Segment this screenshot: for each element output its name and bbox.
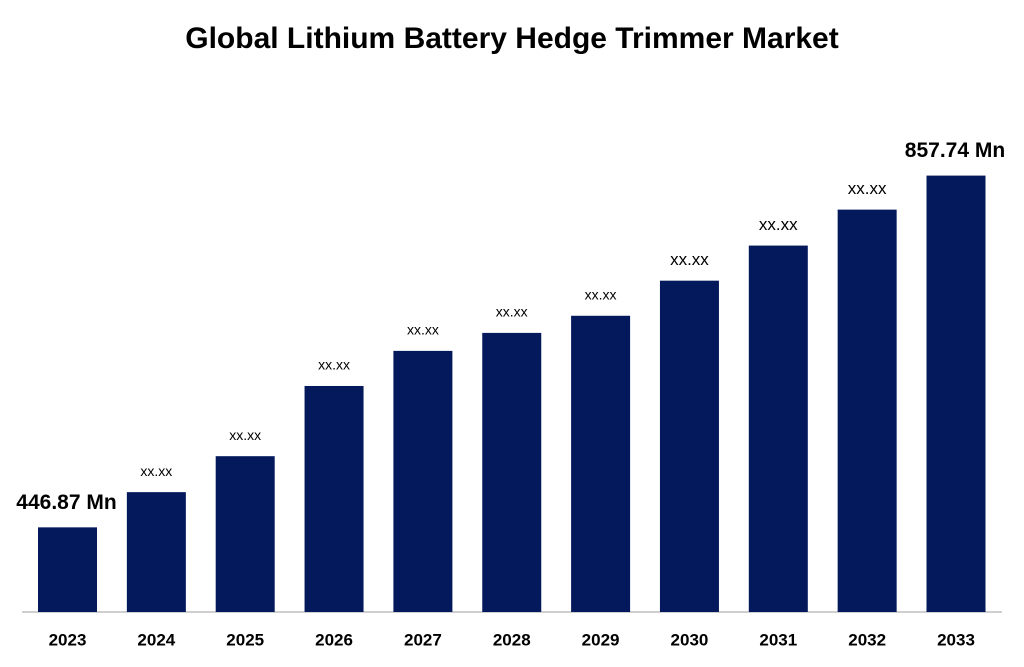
bar — [482, 332, 542, 612]
bar — [38, 527, 97, 612]
bar — [571, 315, 631, 612]
x-tick-label: 2030 — [671, 630, 709, 649]
bar — [215, 456, 275, 612]
value-label: xx.xx — [140, 463, 172, 479]
x-tick-label: 2028 — [493, 630, 531, 649]
value-label: xx.xx — [229, 427, 261, 443]
bar — [304, 385, 364, 612]
x-tick-label: 2031 — [759, 630, 797, 649]
x-tick-label: 2025 — [226, 630, 264, 649]
x-tick-label: 2026 — [315, 630, 353, 649]
value-label: xx.xx — [759, 215, 798, 234]
bar — [748, 245, 808, 612]
value-label: xx.xx — [848, 179, 887, 198]
bar — [659, 280, 719, 612]
x-tick-label: 2023 — [49, 630, 87, 649]
x-tick-label: 2029 — [582, 630, 620, 649]
value-label: xx.xx — [496, 304, 528, 320]
x-tick-label: 2024 — [137, 630, 175, 649]
bar — [926, 175, 986, 613]
x-tick-label: 2027 — [404, 630, 442, 649]
value-label: xx.xx — [585, 286, 617, 302]
x-tick-label: 2032 — [848, 630, 886, 649]
bar — [126, 492, 186, 612]
value-label: 857.74 Mn — [905, 139, 1005, 162]
bar — [393, 350, 453, 612]
value-label: xx.xx — [407, 322, 439, 338]
value-label: xx.xx — [670, 250, 709, 269]
x-tick-label: 2033 — [937, 630, 975, 649]
value-label: 446.87 Mn — [16, 491, 116, 514]
chart-title: Global Lithium Battery Hedge Trimmer Mar… — [185, 22, 838, 55]
bar — [837, 209, 897, 613]
value-label: xx.xx — [318, 357, 350, 373]
